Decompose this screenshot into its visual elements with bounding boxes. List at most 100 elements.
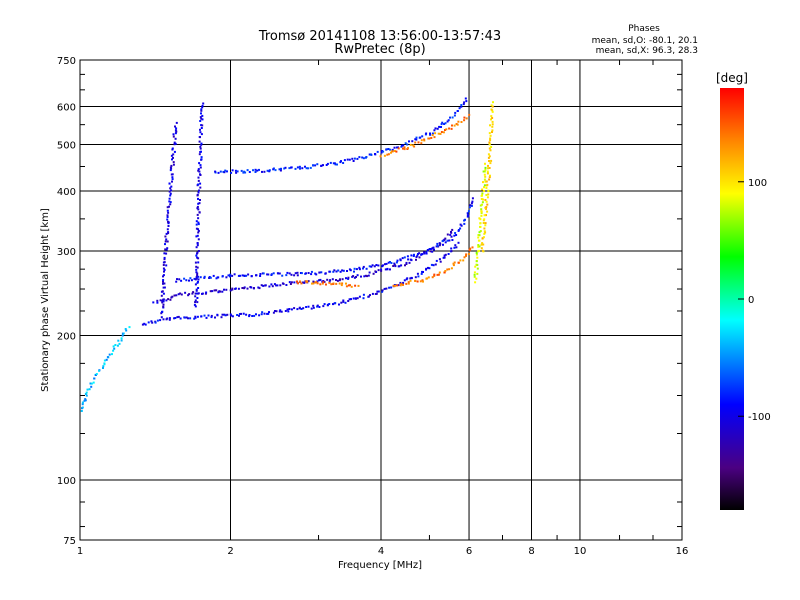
echo-point (272, 272, 275, 275)
echo-point (405, 263, 408, 265)
echo-point (469, 247, 472, 250)
echo-point (187, 317, 189, 320)
echo-point (477, 236, 480, 239)
echo-point (409, 143, 412, 146)
echo-point (105, 358, 108, 361)
echo-point (163, 282, 166, 285)
echo-point (429, 250, 432, 253)
echo-point (465, 100, 468, 103)
echo-point (389, 148, 392, 151)
echo-point (198, 153, 201, 156)
echo-point (189, 317, 192, 320)
echo-point (214, 316, 216, 319)
echo-point (288, 281, 291, 284)
echo-point (171, 180, 173, 183)
echo-point (455, 234, 458, 236)
echo-point (353, 276, 356, 279)
echo-point (81, 401, 84, 404)
echo-point (448, 127, 451, 130)
echo-point (440, 126, 442, 128)
echo-point (224, 314, 227, 317)
echo-point (487, 164, 489, 167)
echo-point (489, 174, 491, 177)
echo-point (403, 279, 406, 282)
echo-point (172, 153, 175, 156)
echo-point (413, 253, 415, 256)
echo-point (468, 206, 471, 209)
echo-point (196, 301, 199, 304)
echo-point (85, 394, 88, 397)
echo-point (410, 277, 413, 280)
echo-point (284, 166, 287, 169)
echo-point (449, 116, 451, 119)
echo-point (479, 230, 482, 233)
echo-point (478, 217, 481, 220)
echo-point (161, 310, 164, 313)
echo-point (487, 167, 489, 170)
echo-point (488, 141, 491, 144)
echo-point (468, 248, 471, 251)
echo-point (258, 168, 260, 171)
echo-point (219, 170, 222, 173)
echo-point (321, 282, 324, 285)
echo-point (371, 264, 374, 267)
echo-point (381, 289, 384, 292)
echo-point (377, 269, 380, 272)
echo-point (419, 280, 422, 283)
echo-point (490, 104, 493, 107)
echo-point (484, 222, 487, 225)
echo-point (166, 247, 169, 250)
echo-point (301, 167, 304, 170)
echo-point (408, 140, 410, 143)
echo-point (81, 403, 84, 406)
echo-point (444, 129, 446, 131)
echo-point (417, 253, 419, 255)
echo-point (199, 182, 202, 185)
echo-point (464, 97, 467, 100)
echo-point (356, 297, 359, 300)
echo-point (400, 264, 403, 267)
echo-point (175, 280, 178, 283)
echo-point (162, 300, 165, 303)
echo-point (165, 299, 168, 302)
y-tick-label: 750 (57, 56, 76, 67)
echo-point (325, 283, 327, 286)
echo-point (164, 240, 167, 243)
echo-point (405, 282, 408, 285)
echo-point (489, 134, 492, 137)
echo-point (312, 304, 315, 307)
echo-point (163, 261, 166, 264)
echo-point (150, 320, 153, 323)
echo-point (345, 277, 347, 280)
echo-point (197, 202, 200, 205)
echo-point (84, 393, 87, 395)
echo-point (197, 287, 200, 289)
echo-point (245, 274, 248, 277)
echo-point (152, 301, 155, 304)
echo-point (444, 122, 447, 125)
echo-point (375, 292, 378, 295)
echo-point (416, 272, 419, 275)
echo-point (168, 318, 171, 321)
echo-point (275, 284, 278, 287)
echo-point (332, 270, 335, 273)
echo-point (387, 261, 390, 264)
echo-point (165, 252, 168, 255)
echo-point (316, 163, 319, 166)
echo-point (197, 238, 200, 241)
echo-point (297, 282, 299, 285)
echo-point (170, 154, 173, 157)
echo-point (463, 116, 466, 119)
x-axis-label: Frequency [MHz] (338, 560, 422, 571)
echo-point (335, 270, 338, 273)
echo-point (318, 279, 321, 282)
echo-point (365, 267, 368, 270)
echo-point (460, 121, 463, 123)
echo-point (484, 166, 487, 169)
echo-point (163, 258, 166, 261)
echo-point (467, 210, 470, 213)
echo-point (474, 281, 477, 284)
echo-point (194, 283, 197, 286)
echo-point (173, 143, 176, 146)
echo-point (98, 369, 101, 372)
